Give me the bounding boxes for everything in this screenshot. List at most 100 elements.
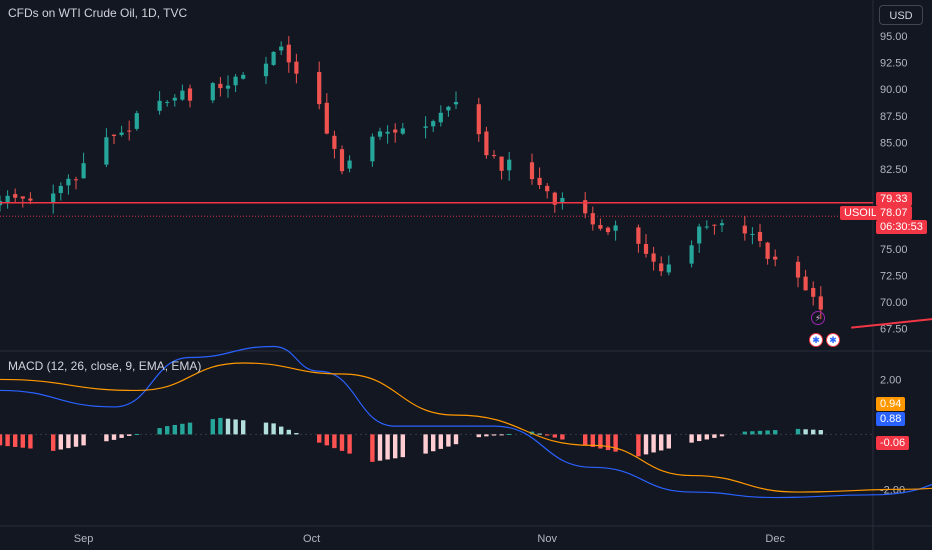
candle-body bbox=[400, 128, 405, 134]
price-tick-label: 72.50 bbox=[880, 270, 908, 282]
macd-hist-bar bbox=[659, 434, 664, 451]
candle-body bbox=[81, 163, 86, 179]
macd-hist-bar bbox=[765, 430, 770, 435]
candle-body bbox=[636, 227, 641, 244]
signal-line bbox=[0, 362, 932, 493]
candle-body bbox=[13, 194, 18, 198]
candle-body bbox=[446, 106, 451, 111]
macd-hist-bar bbox=[332, 434, 337, 449]
price-tick-label: 92.50 bbox=[880, 58, 908, 70]
macd-hist-bar bbox=[13, 434, 18, 447]
candle-body bbox=[643, 244, 649, 254]
macd-hist-bar bbox=[157, 428, 162, 435]
candle-body bbox=[476, 104, 481, 135]
candle-body bbox=[180, 90, 185, 100]
macd-hist-bar bbox=[757, 430, 763, 435]
signal-value-tag: 0.88 bbox=[876, 412, 906, 426]
macd-hist-bar bbox=[719, 434, 725, 437]
candle-body bbox=[659, 263, 664, 272]
candle-body bbox=[370, 136, 375, 162]
price-tick-label: 95.00 bbox=[880, 31, 908, 43]
currency-button[interactable]: USD bbox=[879, 5, 923, 25]
candle-body bbox=[795, 261, 801, 278]
macd-hist-bar bbox=[134, 433, 139, 435]
candle-body bbox=[104, 137, 109, 165]
time-tick-label: Dec bbox=[765, 533, 785, 545]
macd-hist-bar bbox=[73, 434, 79, 447]
macd-hist-bar bbox=[697, 434, 702, 442]
candle-body bbox=[28, 198, 33, 201]
candle-body bbox=[484, 131, 489, 156]
macd-hist-bar bbox=[795, 428, 801, 435]
macd-hist-bar bbox=[180, 423, 185, 435]
macd-hist-bar bbox=[0, 434, 3, 446]
candle-body bbox=[803, 276, 808, 291]
macd-hist-bar bbox=[643, 434, 649, 455]
candle-body bbox=[757, 231, 763, 241]
candle-body bbox=[165, 101, 170, 103]
candle-body bbox=[491, 155, 497, 157]
macd-tick-label: 2.00 bbox=[880, 374, 901, 386]
macd-hist-bar bbox=[210, 419, 215, 435]
macd-hist-bar bbox=[172, 424, 177, 435]
candle-body bbox=[712, 224, 717, 226]
macd-hist-bar bbox=[20, 434, 25, 448]
macd-hist-bar bbox=[241, 420, 246, 435]
price-tick-label: 75.00 bbox=[880, 244, 908, 256]
macd-hist-bar bbox=[704, 434, 709, 440]
candle-body bbox=[210, 83, 215, 101]
us-flag-icon-2[interactable]: ✱ bbox=[826, 333, 840, 347]
macd-line bbox=[0, 345, 932, 499]
candle-body bbox=[263, 63, 269, 77]
macd-hist-bar bbox=[324, 434, 329, 446]
macd-hist-bar bbox=[651, 434, 656, 453]
candle-body bbox=[51, 193, 56, 204]
macd-hist-bar bbox=[111, 434, 117, 440]
candle-body bbox=[666, 264, 671, 273]
macd-hist-bar bbox=[58, 434, 63, 450]
macd-hist-bar bbox=[127, 434, 132, 436]
macd-hist-bar bbox=[218, 417, 223, 435]
macd-hist-bar bbox=[552, 434, 557, 438]
candle-body bbox=[583, 200, 588, 214]
candle-body bbox=[385, 131, 390, 134]
candle-body bbox=[172, 97, 177, 101]
us-flag-icon[interactable]: ✱ bbox=[809, 333, 823, 347]
macd-hist-bar bbox=[491, 434, 497, 436]
macd-hist-bar bbox=[666, 434, 671, 449]
macd-hist-bar bbox=[583, 434, 588, 446]
lightning-icon[interactable]: ⚡ bbox=[811, 311, 825, 325]
macd-hist-bar bbox=[499, 434, 504, 436]
hist-value-tag: -0.06 bbox=[876, 436, 910, 450]
macd-hist-bar bbox=[423, 434, 428, 454]
macd-hist-bar bbox=[803, 429, 808, 435]
macd-hist-bar bbox=[811, 429, 816, 435]
candle-body bbox=[233, 76, 238, 86]
time-tick-label: Sep bbox=[74, 533, 94, 545]
candle-body bbox=[347, 160, 352, 169]
macd-hist-bar bbox=[294, 433, 299, 435]
macd-hist-bar bbox=[484, 434, 489, 437]
price-tick-label: 87.50 bbox=[880, 111, 908, 123]
price-tick-label: 82.50 bbox=[880, 164, 908, 176]
macd-hist-bar bbox=[742, 431, 747, 435]
macd-hist-bar bbox=[605, 434, 611, 451]
candle-body bbox=[5, 195, 10, 203]
candle-body bbox=[157, 100, 162, 111]
candle-body bbox=[339, 149, 345, 172]
price-tick-label: 70.00 bbox=[880, 297, 908, 309]
candle-body bbox=[218, 83, 223, 89]
macd-hist-bar bbox=[370, 434, 375, 462]
macd-hist-bar bbox=[446, 434, 451, 447]
macd-hist-bar bbox=[453, 434, 459, 445]
candle-body bbox=[590, 213, 595, 225]
ascending-trendline bbox=[851, 318, 932, 329]
symbol-tag: USOIL bbox=[840, 206, 882, 220]
candle-body bbox=[73, 179, 79, 181]
macd-hist-bar bbox=[537, 433, 542, 435]
macd-hist-bar bbox=[385, 434, 390, 460]
macd-hist-bar bbox=[66, 434, 71, 449]
macd-hist-bar bbox=[689, 434, 694, 443]
candle-body bbox=[66, 178, 71, 186]
